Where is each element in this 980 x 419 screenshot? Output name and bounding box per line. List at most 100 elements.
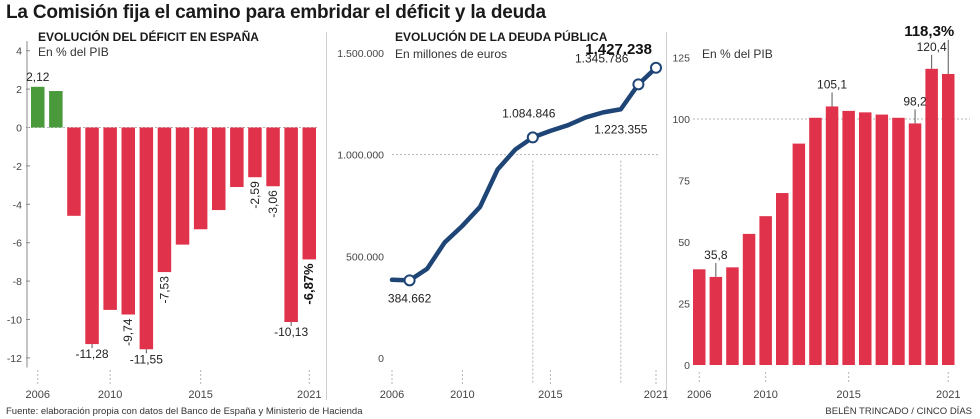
bar-2021: [302, 127, 316, 260]
deficit-chart: EVOLUCIÓN DEL DÉFICIT EN ESPAÑA En % del…: [7, 29, 322, 401]
bar-2009: [742, 233, 756, 365]
x-tick-label: 2010: [753, 389, 777, 401]
bar-2015: [193, 127, 208, 230]
debt-series-line: [389, 65, 659, 283]
panel-divider: [326, 32, 327, 400]
bar-2021: [942, 73, 955, 366]
data-label: -2,59: [248, 181, 262, 209]
data-label: 384.662: [388, 291, 432, 305]
bar-2007: [49, 91, 63, 128]
bar-2013: [157, 127, 172, 273]
deficit-title: EVOLUCIÓN DEL DÉFICIT EN ESPAÑA: [38, 29, 259, 44]
bar-2011: [776, 193, 789, 365]
bar-2018: [892, 117, 905, 366]
data-label: -9,74: [121, 318, 135, 346]
bar-2012: [792, 143, 806, 365]
data-label: -11,55: [130, 352, 163, 366]
bar-2017: [230, 127, 244, 188]
x-tick-label: 2010: [98, 389, 122, 401]
data-label: 105,1: [817, 77, 847, 91]
y-tick-label: 75: [678, 176, 690, 188]
y-tick-label: 0: [378, 353, 384, 365]
bar-2017: [875, 114, 889, 366]
y-tick-label: -10: [7, 315, 22, 327]
data-label: -6,87%: [301, 263, 316, 305]
bar-2019: [908, 123, 922, 365]
bar-2015: [842, 110, 855, 365]
data-label: 1.084.846: [502, 106, 556, 120]
page-title: La Comisión fija el camino para embridar…: [6, 2, 546, 23]
bar-2020: [925, 68, 938, 365]
bar-2006: [693, 269, 706, 365]
bar-2018: [248, 127, 262, 178]
data-label: -10,13: [274, 325, 308, 339]
credit-note: BELÉN TRINCADO / CINCO DÍAS: [825, 406, 972, 417]
data-label: 1.427.238: [585, 41, 652, 58]
data-label: -7,53: [157, 276, 171, 304]
bar-2010: [759, 216, 772, 365]
debt-unit: En millones de euros: [395, 47, 507, 61]
data-marker: [650, 61, 662, 74]
bar-2016: [859, 112, 872, 365]
x-tick-label: 2015: [188, 389, 212, 401]
y-tick-label: 125: [672, 53, 690, 65]
y-tick-label: -8: [13, 276, 22, 288]
deficit-unit: En % del PIB: [38, 45, 109, 59]
y-tick-label: -4: [13, 199, 22, 211]
bar-2007: [709, 276, 723, 365]
data-label: 2,12: [26, 70, 50, 84]
bar-2013: [809, 117, 822, 366]
data-marker: [403, 274, 416, 287]
bar-2010: [103, 127, 117, 310]
data-marker: [526, 131, 539, 144]
source-note: Fuente: elaboración propia con datos del…: [6, 406, 363, 417]
y-tick-label: 25: [678, 299, 690, 311]
data-label: 118,3%: [904, 23, 954, 40]
y-tick-label: 0: [16, 123, 22, 135]
y-tick-label: 50: [678, 237, 690, 249]
data-label: 35,8: [704, 248, 728, 262]
y-tick-label: 2: [16, 84, 22, 96]
x-tick-label: 2006: [26, 389, 50, 401]
data-marker: [632, 78, 645, 91]
bar-2019: [266, 127, 280, 187]
data-label: 98,2: [903, 94, 927, 108]
bar-2008: [67, 127, 81, 216]
ratio-unit: En % del PIB: [702, 47, 773, 61]
y-tick-label: 1.000.000: [337, 150, 384, 162]
x-tick-label: 2006: [687, 389, 711, 401]
data-label: 120,4: [917, 40, 947, 54]
y-tick-label: 500.000: [346, 251, 384, 263]
data-label: -11,28: [75, 347, 108, 361]
data-label: 1.345.786: [575, 51, 629, 65]
data-label: -3,06: [266, 190, 280, 218]
bar-2012: [139, 127, 154, 350]
bar-2008: [726, 267, 739, 365]
y-tick-label: 0: [684, 360, 690, 372]
x-tick-label: 2021: [936, 389, 960, 401]
y-tick-label: 100: [672, 114, 690, 126]
y-tick-label: 1.500.000: [337, 48, 384, 60]
y-tick-label: -12: [7, 353, 22, 365]
x-tick-label: 2021: [644, 389, 668, 401]
x-tick-label: 2015: [836, 389, 860, 401]
y-tick-label: 4: [16, 46, 22, 58]
bar-2009: [85, 127, 99, 345]
bar-2014: [825, 106, 839, 365]
x-tick-label: 2006: [380, 389, 404, 401]
x-tick-label: 2010: [450, 389, 474, 401]
bar-2016: [212, 127, 226, 211]
bar-2014: [175, 127, 190, 245]
bar-2020: [284, 127, 298, 322]
debt-title: EVOLUCIÓN DE LA DEUDA PÚBLICA: [395, 29, 608, 44]
bar-2006: [31, 86, 45, 128]
y-tick-label: -6: [13, 238, 22, 250]
panel-divider: [666, 32, 667, 400]
bar-2011: [121, 127, 135, 315]
y-tick-label: -2: [13, 161, 22, 173]
x-tick-label: 2015: [538, 389, 562, 401]
x-tick-label: 2021: [297, 389, 321, 401]
data-label: 1.223.355: [594, 122, 648, 136]
